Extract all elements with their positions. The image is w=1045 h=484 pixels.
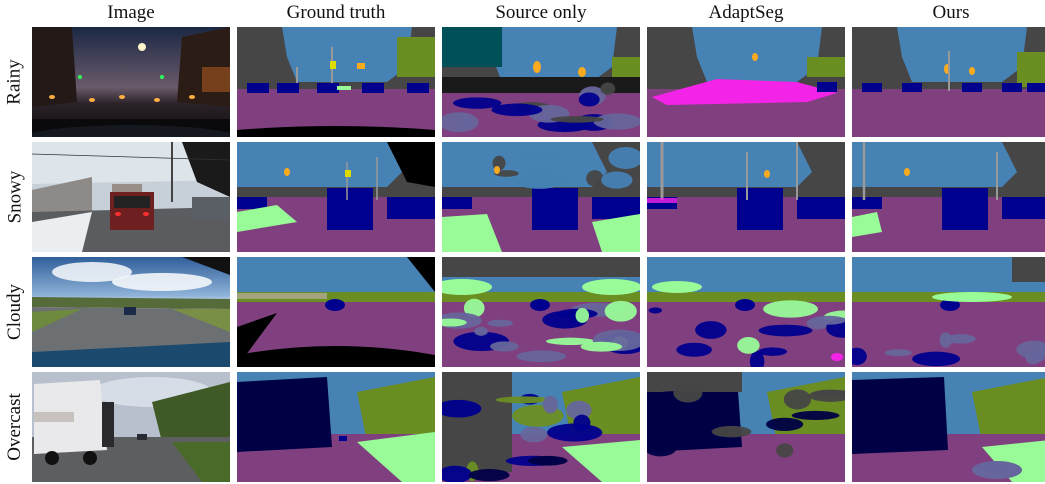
column-header: Source only <box>495 2 587 23</box>
ours-map <box>852 372 1045 482</box>
column-header: AdaptSeg <box>708 2 784 23</box>
input-image <box>32 27 230 137</box>
input-image <box>32 372 230 482</box>
ground-truth-map <box>237 372 435 482</box>
source-only-map <box>442 27 640 137</box>
adaptseg-map <box>647 257 845 367</box>
source-only-map <box>442 257 640 367</box>
row-label: Rainy <box>4 59 26 105</box>
row-label: Snowy <box>4 170 26 224</box>
source-only-map <box>442 372 640 482</box>
ground-truth-map <box>237 27 435 137</box>
ground-truth-map <box>237 257 435 367</box>
ours-map <box>852 27 1045 137</box>
ground-truth-map <box>237 142 435 252</box>
row-label: Overcast <box>4 393 25 461</box>
input-image <box>32 142 230 252</box>
column-header: Ground truth <box>286 2 386 23</box>
column-header: Image <box>107 2 155 23</box>
input-image <box>32 257 230 367</box>
column-header: Ours <box>932 2 970 23</box>
source-only-map <box>442 142 640 252</box>
ours-map <box>852 142 1045 252</box>
adaptseg-map <box>647 372 845 482</box>
row-label: Cloudy <box>4 284 26 340</box>
adaptseg-map <box>647 27 845 137</box>
adaptseg-map <box>647 142 845 252</box>
ours-map <box>852 257 1045 367</box>
